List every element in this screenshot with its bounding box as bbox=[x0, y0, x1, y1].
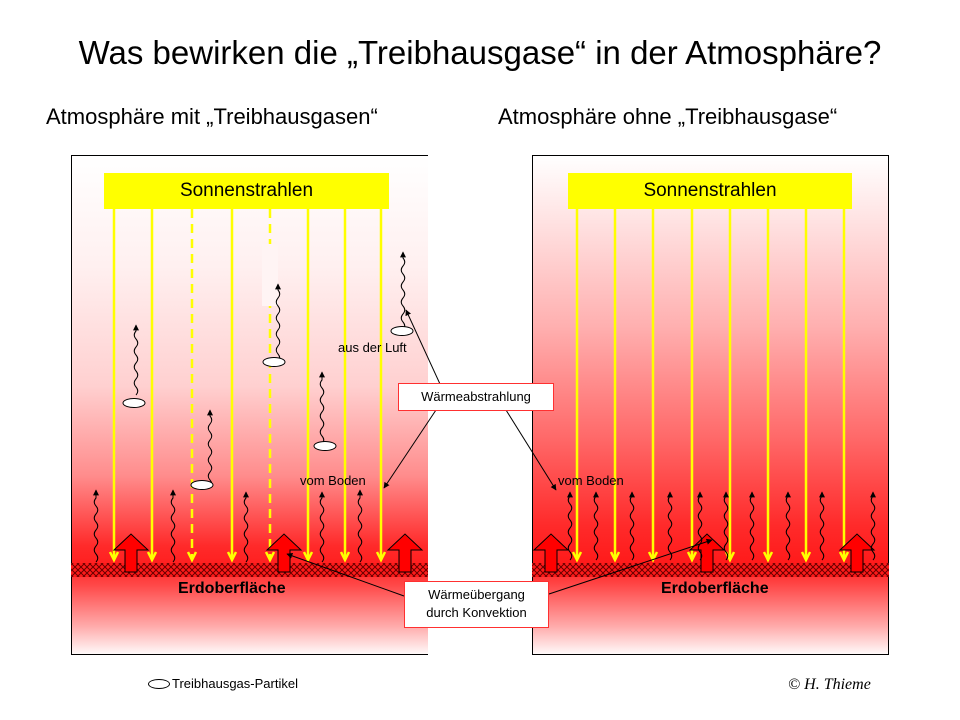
ghg-particle-legend-label: Treibhausgas-Partikel bbox=[172, 676, 298, 691]
heat-radiation-arrow bbox=[749, 491, 755, 561]
convection-arrow bbox=[838, 533, 876, 573]
heat-radiation-arrow bbox=[357, 489, 363, 563]
sunrays-box-left: Sonnenstrahlen bbox=[104, 173, 389, 209]
convection-callout-line2: durch Konvektion bbox=[426, 605, 527, 620]
earth-surface-label-right: Erdoberfläche bbox=[661, 580, 769, 597]
sunray-arrowhead bbox=[800, 551, 812, 563]
sunrays-box-right: Sonnenstrahlen bbox=[568, 173, 852, 209]
callout-leader-lines bbox=[286, 309, 713, 597]
sunray-arrowhead bbox=[146, 551, 158, 563]
ground-strips bbox=[71, 563, 889, 577]
sunray-arrowhead bbox=[762, 551, 774, 563]
leader-line bbox=[286, 553, 405, 597]
ghg-particle bbox=[313, 441, 337, 451]
ghg-particle bbox=[390, 326, 414, 336]
heat-radiation-arrow bbox=[819, 491, 825, 561]
sunray-arrowhead bbox=[375, 551, 387, 563]
from-ground-label-right: vom Boden bbox=[558, 473, 624, 488]
heat-radiation-arrow bbox=[207, 409, 213, 489]
heat-radiation-arrow bbox=[400, 251, 406, 331]
left-panel-heading: Atmosphäre mit „Treibhausgasen“ bbox=[46, 104, 378, 129]
convection-arrow bbox=[532, 533, 570, 573]
heat-radiation-arrow bbox=[170, 489, 176, 563]
heat-radiation-arrow bbox=[667, 491, 673, 561]
heat-radiation-arrow bbox=[723, 491, 729, 561]
leader-line bbox=[405, 309, 441, 385]
convection-callout: Wärmeübergang durch Konvektion bbox=[404, 581, 549, 628]
heat-radiation-arrow bbox=[870, 491, 876, 561]
convection-arrow bbox=[112, 533, 150, 573]
heat-radiation-arrow bbox=[243, 491, 249, 563]
ghg-particles bbox=[122, 326, 414, 490]
sunray-gap bbox=[262, 244, 278, 306]
sunray-arrowhead bbox=[571, 551, 583, 563]
heat-radiation-arrow bbox=[697, 491, 703, 561]
heat-radiation-arrow bbox=[319, 371, 325, 445]
heat-radiation-arrow bbox=[593, 491, 599, 561]
heat-radiation-left bbox=[93, 251, 406, 563]
heat-radiation-arrow bbox=[785, 491, 791, 561]
heat-radiation-callout: Wärmeabstrahlung bbox=[398, 383, 554, 411]
sunray-arrowhead bbox=[186, 551, 198, 563]
earth-surface-label-left: Erdoberfläche bbox=[178, 580, 286, 597]
sunray-arrowhead bbox=[686, 551, 698, 563]
convection-arrow bbox=[265, 533, 303, 573]
sunray-arrowhead bbox=[339, 551, 351, 563]
heat-radiation-arrow bbox=[319, 491, 325, 563]
convection-callout-line1: Wärmeübergang bbox=[428, 587, 525, 602]
sunray-arrowhead bbox=[609, 551, 621, 563]
from-ground-label-left: vom Boden bbox=[300, 473, 366, 488]
sunray-arrowhead bbox=[108, 551, 120, 563]
heat-radiation-arrow bbox=[275, 283, 281, 363]
heat-radiation-arrow bbox=[629, 491, 635, 561]
ghg-particle bbox=[262, 357, 286, 367]
sunrays-right bbox=[571, 209, 850, 563]
sunrays-left bbox=[108, 209, 387, 563]
ghg-particle-legend-icon bbox=[148, 679, 170, 689]
sunray-arrowhead bbox=[838, 551, 850, 563]
leader-line bbox=[548, 538, 713, 595]
heat-radiation-arrow bbox=[567, 491, 573, 561]
ghg-particle bbox=[122, 398, 146, 408]
heat-radiation-arrow bbox=[133, 324, 139, 396]
leader-line bbox=[383, 409, 437, 489]
diagram-title: Was bewirken die „Treibhausgase“ in der … bbox=[78, 34, 882, 71]
from-air-label: aus der Luft bbox=[338, 340, 407, 355]
earth-surface-strip-left bbox=[71, 563, 428, 577]
author-credit: © H. Thieme bbox=[788, 676, 871, 693]
sunray-arrowhead bbox=[264, 551, 276, 563]
ghg-particle bbox=[190, 480, 214, 490]
convection-arrow bbox=[386, 533, 424, 573]
sunray-arrowhead bbox=[302, 551, 314, 563]
heat-radiation-right bbox=[567, 491, 876, 561]
leader-line bbox=[505, 409, 557, 491]
right-panel-heading: Atmosphäre ohne „Treibhausgase“ bbox=[498, 104, 838, 129]
heat-radiation-arrow bbox=[93, 489, 99, 563]
convection-arrows bbox=[112, 533, 876, 573]
sunray-arrowhead bbox=[226, 551, 238, 563]
